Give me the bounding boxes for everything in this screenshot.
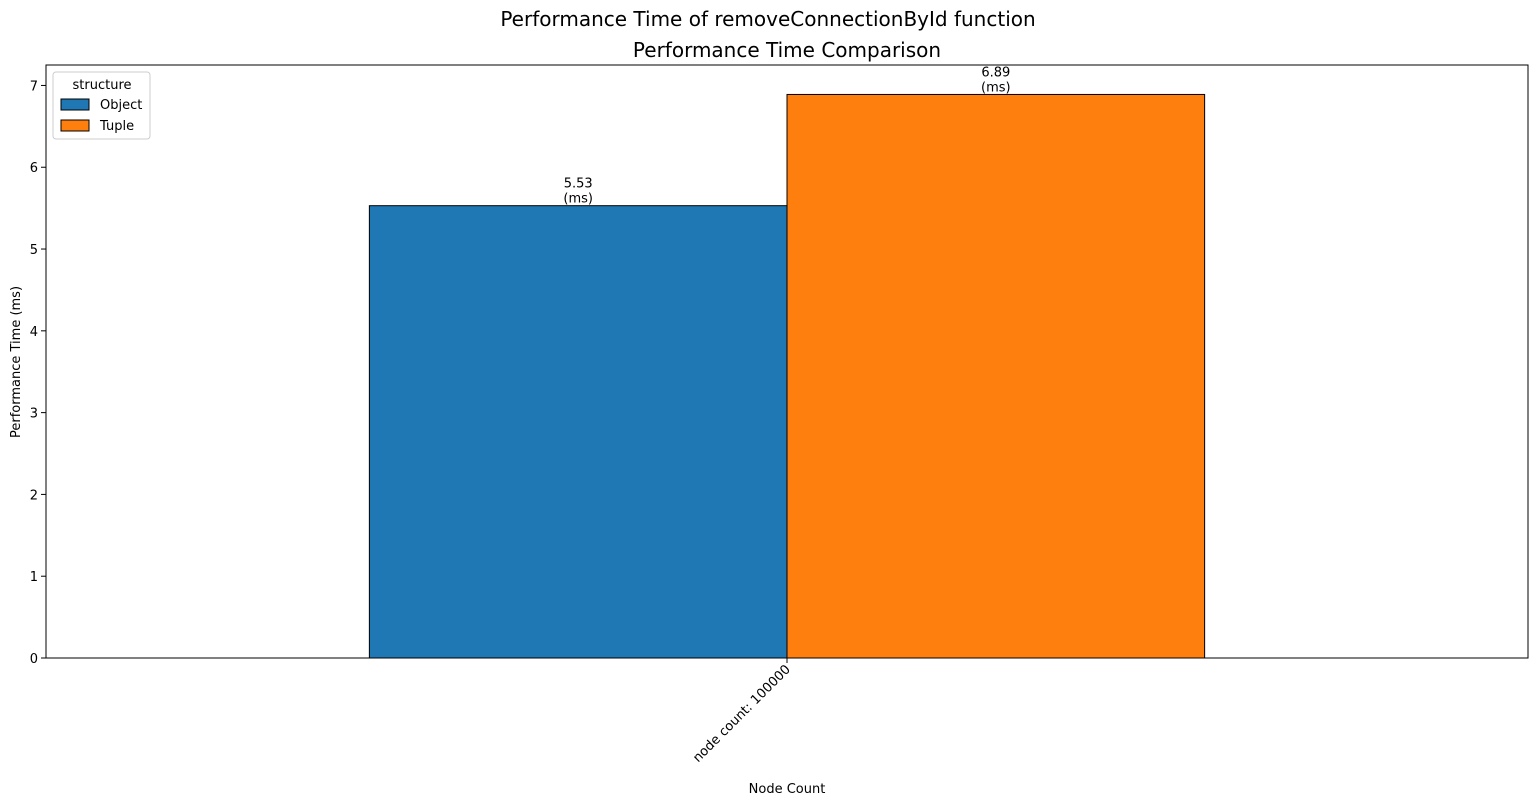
legend-swatch-object [60, 98, 90, 111]
legend-label-tuple: Tuple [99, 119, 134, 134]
y-tick-label: 3 [30, 407, 38, 422]
x-axis-label: Node Count [749, 782, 826, 797]
y-tick-label: 2 [30, 488, 38, 503]
y-tick-label: 5 [30, 243, 38, 258]
legend: structure Object Tuple [52, 71, 151, 140]
bar-value-label: 6.89 [981, 65, 1010, 80]
bar-unit-label: (ms) [563, 192, 593, 207]
y-tick-label: 1 [30, 570, 38, 585]
x-axis-ticks: node count: 100000 [690, 658, 794, 766]
bar-labels-group: 5.53(ms)6.89(ms) [563, 65, 1010, 206]
y-axis-label: Performance Time (ms) [9, 286, 24, 438]
y-tick-label: 4 [30, 325, 38, 340]
bar-unit-label: (ms) [981, 80, 1011, 95]
y-tick-label: 0 [30, 652, 38, 667]
figure-suptitle: Performance Time of removeConnectionById… [500, 7, 1035, 31]
legend-items: Object Tuple [60, 98, 142, 134]
legend-swatch-tuple [60, 119, 90, 132]
x-tick-label: node count: 100000 [690, 662, 794, 766]
bar-tuple [786, 93, 1206, 659]
bar-object [368, 205, 788, 659]
y-tick-label: 6 [30, 161, 38, 176]
legend-label-object: Object [100, 98, 142, 113]
chart-title: Performance Time Comparison [633, 38, 941, 62]
y-axis-ticks: 0 1 2 3 4 5 6 7 [30, 79, 46, 667]
bar-value-label: 5.53 [564, 177, 593, 192]
y-tick-label: 7 [30, 79, 38, 94]
legend-title: structure [73, 78, 132, 93]
bars-group [368, 93, 1206, 659]
